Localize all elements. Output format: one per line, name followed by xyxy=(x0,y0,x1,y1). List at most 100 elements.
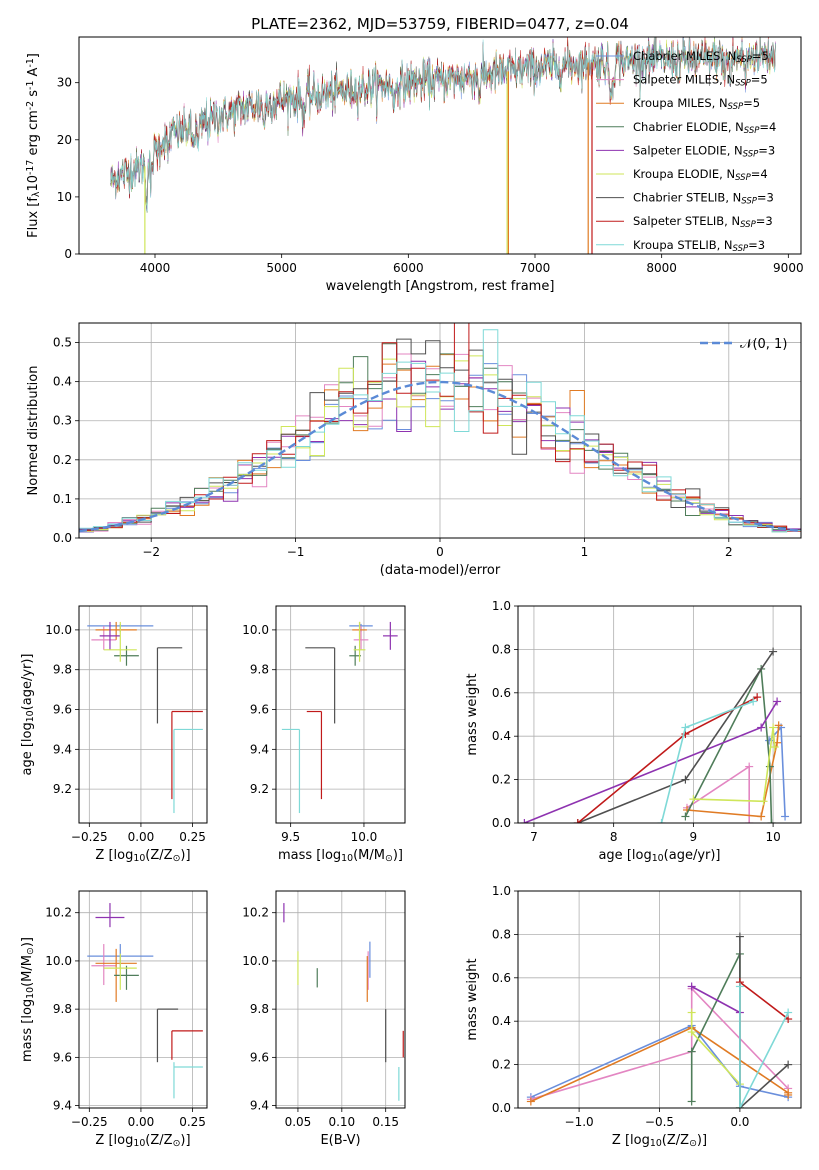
series-marker xyxy=(769,723,778,732)
gaussian-curve xyxy=(79,380,799,533)
series-marker xyxy=(520,819,529,823)
series-marker xyxy=(526,1097,535,1106)
errorbar-point xyxy=(156,647,183,724)
x-tick-label: 0.10 xyxy=(328,1115,355,1129)
errorbar-point xyxy=(156,1008,179,1063)
plot-mass-vs-EBV: 0.05 0.10 0.15 9.4 9.6 9.8 10.0 10.2 E(B-V) xyxy=(242,890,406,1148)
y-tick-label: 10.0 xyxy=(242,623,269,637)
y-axis-label: mass [log10(M/M⊙)] xyxy=(20,937,36,1062)
legend-entry: Kroupa STELIB, NSSP=3 xyxy=(633,238,765,254)
y-axis-label: age [log10(age/yr)] xyxy=(20,653,36,775)
series-line xyxy=(530,1024,789,1098)
series-line xyxy=(691,985,741,1014)
series-marker xyxy=(759,797,768,806)
x-tick-label: 7000 xyxy=(520,261,551,275)
series-marker xyxy=(770,743,779,752)
errorbar-point xyxy=(173,1062,203,1099)
series-marker xyxy=(745,762,754,771)
spectrum-line xyxy=(110,37,776,212)
series-marker xyxy=(681,723,690,732)
axes-frame xyxy=(275,605,406,824)
x-tick-label: −2 xyxy=(142,545,160,559)
y-tick-label: 0 xyxy=(64,247,72,261)
axes-frame xyxy=(517,890,802,1109)
y-tick-label: 0.6 xyxy=(492,971,511,985)
plot-age-vs-mass: 9.5 10.0 9.2 9.4 9.6 9.8 10.0 mass [log10(M/M⊙)… xyxy=(242,605,406,864)
x-tick-label: 1 xyxy=(581,545,589,559)
series-marker xyxy=(687,1008,696,1017)
x-tick-label: 5000 xyxy=(266,261,297,275)
y-tick-label: 0.5 xyxy=(53,336,72,350)
series-marker xyxy=(681,812,690,821)
y-tick-label: 10.0 xyxy=(45,954,72,968)
series-line xyxy=(686,725,780,818)
errorbar-point xyxy=(99,621,121,650)
y-tick-label: 10.2 xyxy=(45,906,72,920)
y-tick-label: 0.6 xyxy=(492,686,511,700)
x-tick-label: 10 xyxy=(765,830,780,844)
y-tick-label: 0.2 xyxy=(492,773,511,787)
y-tick-label: 9.4 xyxy=(250,1099,269,1113)
y-tick-label: 9.4 xyxy=(53,742,72,756)
y-tick-label: 9.4 xyxy=(250,742,269,756)
plot-spectrum: 4000 5000 6000 7000 8000 9000 0 10 20 30 wavelengt… xyxy=(25,36,804,294)
x-tick-label: 9.5 xyxy=(281,830,300,844)
y-tick-label: 0.2 xyxy=(492,1058,511,1072)
series-marker xyxy=(745,819,754,823)
y-tick-label: 1.0 xyxy=(492,599,511,613)
axes-frame xyxy=(78,36,802,255)
plot-mass-vs-Z: −0.25 0.00 0.25 9.4 9.6 9.8 10.0 10.2 Z [log10(Z… xyxy=(20,890,208,1149)
x-tick-label: 0.15 xyxy=(372,1115,399,1129)
x-axis-label: age [log10(age/yr)] xyxy=(598,848,720,864)
y-tick-label: 0.4 xyxy=(53,375,72,389)
y-tick-label: 9.2 xyxy=(53,782,72,796)
plot-area-mass-vs-EBV xyxy=(283,903,404,1101)
series-marker xyxy=(735,982,744,991)
y-axis-label: Normed distribution xyxy=(26,366,41,496)
x-tick-label: 2 xyxy=(725,545,733,559)
series-marker xyxy=(735,932,744,941)
y-tick-label: 0.4 xyxy=(492,729,511,743)
y-tick-label: 10 xyxy=(57,190,72,204)
legend-entry: Chabrier MILES, NSSP=5 xyxy=(633,49,769,65)
series-marker xyxy=(681,775,690,784)
x-tick-label: −1 xyxy=(287,545,305,559)
x-tick-label: 0.25 xyxy=(179,1115,206,1129)
plot-area-massweight-vs-Z xyxy=(526,932,793,1108)
errorbar-point xyxy=(281,728,301,814)
y-tick-label: 9.8 xyxy=(250,663,269,677)
spectrum-legend: Chabrier MILES, NSSP=5 Salpeter MILES, NS… xyxy=(596,49,776,254)
x-tick-label: 0 xyxy=(436,545,444,559)
y-axis-label: mass weight xyxy=(465,673,480,755)
errorbar-point xyxy=(353,621,366,662)
series-marker xyxy=(784,1060,793,1069)
y-tick-label: 0.4 xyxy=(492,1014,511,1028)
y-tick-label: 0.0 xyxy=(492,1101,511,1115)
plot-area-residual-histogram xyxy=(79,323,801,538)
x-tick-label: 0.00 xyxy=(128,1115,155,1129)
legend-entry: 𝒩(0, 1) xyxy=(740,337,787,352)
x-tick-label: −1.0 xyxy=(565,1115,594,1129)
y-tick-label: 30 xyxy=(57,76,72,90)
x-tick-label: 0.00 xyxy=(128,830,155,844)
series-marker xyxy=(784,1090,793,1099)
x-tick-label: 6000 xyxy=(393,261,424,275)
y-tick-label: 0.1 xyxy=(53,492,72,506)
series-marker xyxy=(689,795,698,804)
y-tick-label: 0.8 xyxy=(492,642,511,656)
histogram-step xyxy=(79,329,801,538)
series-marker xyxy=(735,1104,744,1108)
plot-area-mass-vs-Z xyxy=(87,903,203,1099)
y-tick-label: 10.2 xyxy=(242,906,269,920)
x-tick-label: 10.0 xyxy=(351,830,378,844)
y-tick-label: 9.6 xyxy=(53,1050,72,1064)
y-tick-label: 1.0 xyxy=(492,884,511,898)
x-axis-label: E(B-V) xyxy=(320,1133,360,1148)
x-tick-label: 0.05 xyxy=(285,1115,312,1129)
axes-frame xyxy=(517,605,802,824)
series-line xyxy=(739,986,789,1108)
series-marker xyxy=(773,697,782,706)
series-marker xyxy=(573,819,582,823)
plot-residual-histogram: −2 −1 0 1 2 0.0 0.1 0.2 0.3 0.4 0.5 (data-model)/er… xyxy=(26,322,802,578)
